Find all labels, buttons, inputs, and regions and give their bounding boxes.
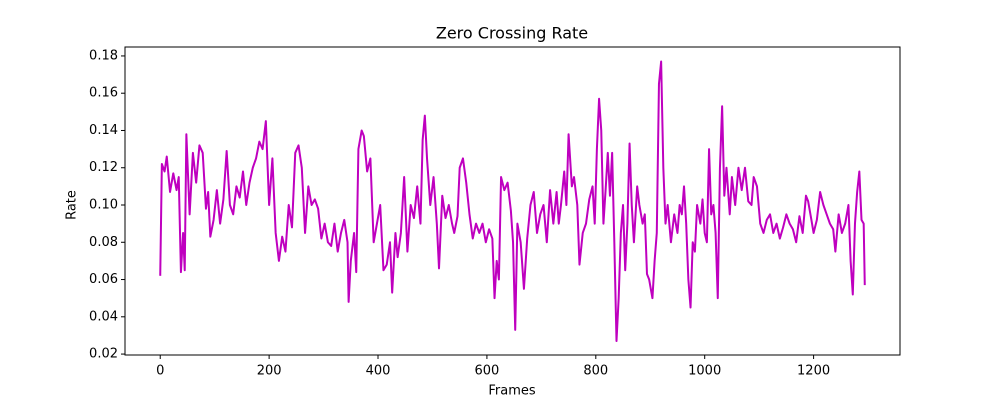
x-axis-label: Frames	[488, 384, 536, 399]
y-tick-label: 0.06	[89, 272, 118, 287]
y-tick-label: 0.16	[89, 86, 118, 101]
y-tick-label: 0.18	[89, 48, 118, 63]
y-axis-label: Rate	[65, 190, 80, 220]
data-line	[159, 60, 866, 343]
y-tick-label: 0.14	[89, 123, 118, 138]
y-tick-label: 0.08	[89, 235, 118, 250]
x-tick-label: 1200	[797, 364, 830, 379]
y-tick-label: 0.12	[89, 160, 118, 175]
y-tick-label: 0.04	[89, 309, 118, 324]
x-tick-label: 800	[583, 364, 608, 379]
plot-frame	[124, 46, 901, 356]
y-tick-label: 0.10	[89, 198, 118, 213]
x-tick-label: 200	[257, 364, 282, 379]
chart-title: Zero Crossing Rate	[436, 24, 588, 43]
x-tick-label: 1000	[688, 364, 721, 379]
x-tick-label: 600	[474, 364, 499, 379]
x-tick-label: 0	[156, 364, 164, 379]
y-tick-label: 0.02	[89, 347, 118, 362]
x-tick-label: 400	[366, 364, 391, 379]
